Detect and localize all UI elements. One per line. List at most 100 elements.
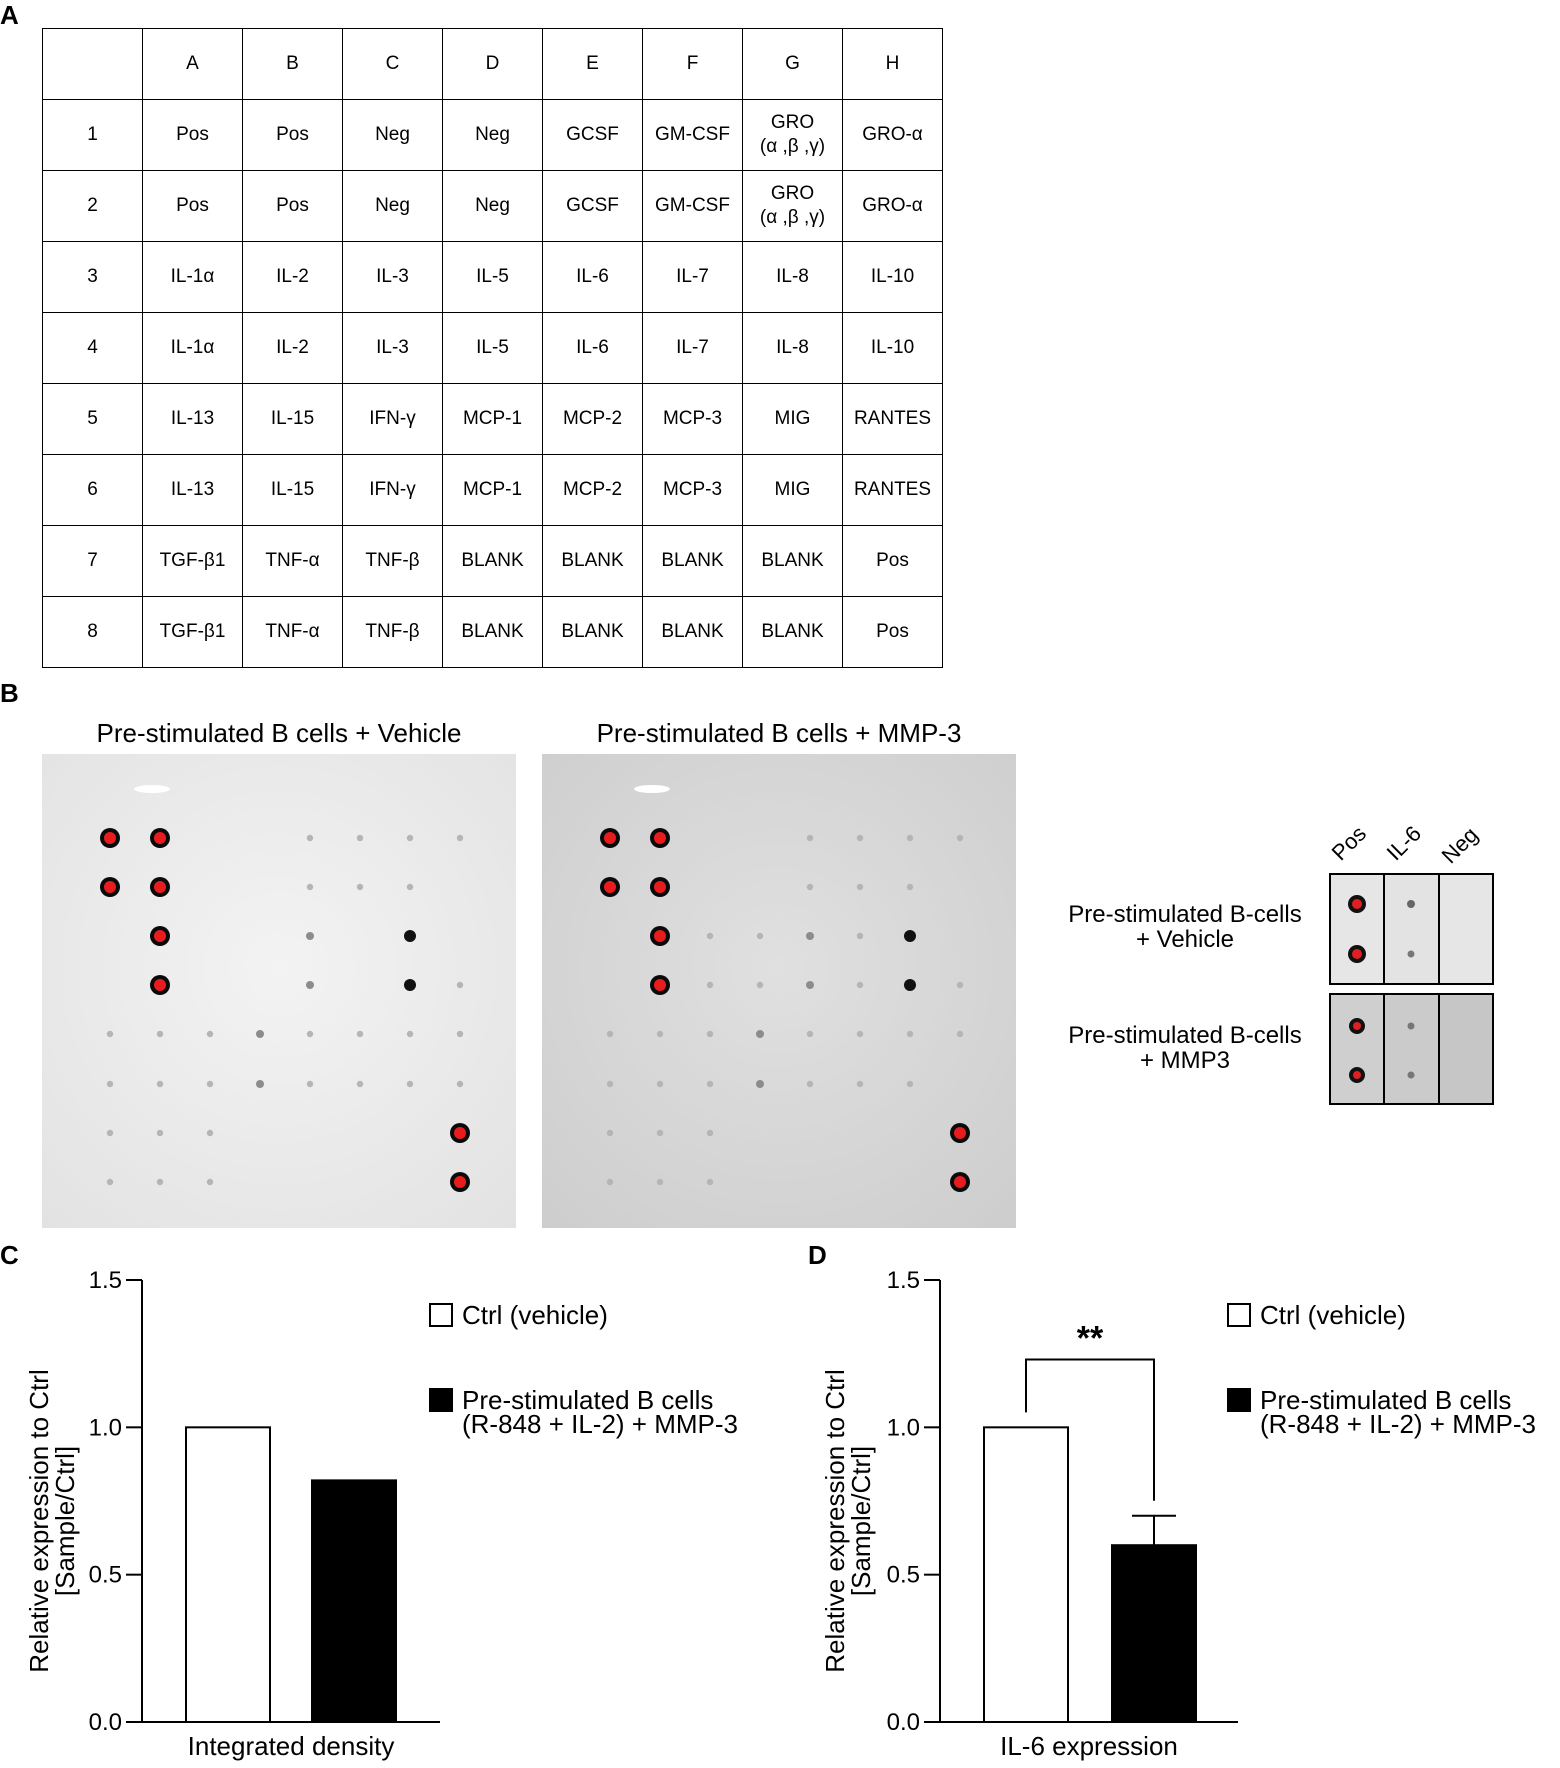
blot-spot	[356, 883, 364, 891]
table-cell: GM-CSF	[642, 170, 743, 242]
table-cell-text: GRO-α	[862, 195, 923, 217]
blot-spot	[106, 1080, 114, 1088]
table-cell-text: Neg	[375, 124, 410, 146]
table-cell-text: BLANK	[461, 550, 524, 572]
table-row: 4 IL-1α IL-2 IL-3 IL-5 IL-6 IL-7 IL-8 IL-10	[42, 312, 943, 384]
y-tick-label: 1.0	[89, 1414, 122, 1441]
table-cell-text: IL-7	[676, 337, 709, 359]
table-cell: IL-13	[142, 383, 243, 455]
table-cell: 1	[42, 99, 143, 171]
table-cell-text: IL-8	[776, 337, 809, 359]
blot-spot-core	[654, 979, 666, 991]
blot-vehicle-image	[42, 754, 516, 1228]
blot-spot-core	[154, 881, 166, 893]
blot-spot	[456, 1080, 464, 1088]
table-cell-text: GRO	[770, 183, 815, 205]
blot-spot	[906, 834, 914, 842]
table-cell: MIG	[742, 454, 843, 526]
blot-spot	[906, 1030, 914, 1038]
y-tick-label: 0.0	[887, 1709, 920, 1736]
blot-spot	[806, 1080, 814, 1088]
bar-ctrl	[983, 1426, 1069, 1723]
crop-row-mmp3-label: Pre-stimulated B-cells + MMP3	[1040, 1023, 1330, 1074]
blot-spot	[206, 1030, 214, 1038]
table-cell: Pos	[842, 596, 943, 668]
table-cell-text: 8	[87, 621, 98, 643]
table-cell: Pos	[842, 525, 943, 597]
blot-spot	[906, 1080, 914, 1088]
blot-spot	[456, 981, 464, 989]
legend-label: Pre-stimulated B cells	[1260, 1385, 1511, 1415]
table-cell-text: IFN-γ	[369, 408, 416, 430]
blot-orientation-mark	[134, 785, 170, 793]
table-cell-text: 7	[87, 550, 98, 572]
blot-spot	[306, 932, 314, 940]
table-cell: IFN-γ	[342, 454, 443, 526]
table-cell: 7	[42, 525, 143, 597]
blot-spot	[956, 834, 964, 842]
table-cell: Neg	[442, 99, 543, 171]
table-row: 2 Pos Pos Neg Neg GCSF GM-CSF GRO (α ,β ,γ) GRO-α	[42, 170, 943, 242]
table-cell: IL-10	[842, 312, 943, 384]
table-cell: TNF-β	[342, 525, 443, 597]
blot-spot	[856, 932, 864, 940]
blot-background	[542, 754, 1016, 1228]
table-cell: Pos	[242, 99, 343, 171]
blot-spot	[706, 1080, 714, 1088]
table-cell-text: MCP-1	[462, 479, 523, 501]
table-cell-text: 3	[87, 266, 98, 288]
table-cell: BLANK	[542, 596, 643, 668]
table-cell: GRO (α ,β ,γ)	[742, 99, 843, 171]
table-cell: GRO (α ,β ,γ)	[742, 170, 843, 242]
y-axis-label: Relative expression to Ctrl	[820, 1369, 850, 1672]
table-cell: IL-1α	[142, 312, 243, 384]
legend-label: (R-848 + IL-2) + MMP-3	[462, 1409, 738, 1439]
crop-col-neg: Neg	[1436, 822, 1483, 869]
blot-spot	[306, 834, 314, 842]
legend-swatch	[1227, 1388, 1251, 1412]
table-cell-text: GRO-α	[862, 124, 923, 146]
table-cell-text: MCP-1	[462, 408, 523, 430]
y-tick-label: 0.5	[887, 1562, 920, 1589]
crop-mmp3-neg-cell	[1438, 993, 1494, 1105]
table-cell: GM-CSF	[642, 99, 743, 171]
blot-spot	[706, 981, 714, 989]
table-cell: MCP-3	[642, 383, 743, 455]
blot-mmp3-image	[542, 754, 1016, 1228]
chart-integrated-density: 0.0 0.5 1.0 1.5 Integrated density Relative e…	[24, 1267, 738, 1761]
table-cell: Neg	[442, 170, 543, 242]
table-cell-text: TGF-β1	[159, 621, 226, 643]
table-row: 1 Pos Pos Neg Neg GCSF GM-CSF GRO (α ,β ,γ) GRO-α	[42, 99, 943, 171]
table-cell: Pos	[142, 99, 243, 171]
table-cell-text: IL-2	[276, 266, 309, 288]
table-cell: IL-6	[542, 312, 643, 384]
table-cell: GCSF	[542, 99, 643, 171]
blot-spot-core	[154, 930, 166, 942]
chart-il6-expression: 0.0 0.5 1.0 1.5 IL-6 expression Relative expr…	[820, 1267, 1536, 1761]
blot-spot-core	[454, 1127, 466, 1139]
table-cell-text: IL-6	[576, 337, 609, 359]
table-cell-text: GCSF	[566, 195, 619, 217]
table-header-cell: A	[142, 28, 243, 100]
y-tick-label: 1.0	[887, 1414, 920, 1441]
table-cell-text: BLANK	[761, 550, 824, 572]
table-cell-text: MCP-3	[662, 479, 723, 501]
blot-spot	[904, 930, 916, 942]
table-cell: MCP-2	[542, 383, 643, 455]
crop-mmp3-pos-core-2	[1353, 1071, 1361, 1079]
table-cell: IL-8	[742, 312, 843, 384]
table-cell: GRO-α	[842, 170, 943, 242]
table-cell-text: IL-10	[870, 266, 915, 288]
table-cell: MCP-1	[442, 454, 543, 526]
blot-spot	[456, 834, 464, 842]
table-cell-text: 1	[87, 124, 98, 146]
blot-spot-core	[654, 881, 666, 893]
table-cell-text: IL-7	[676, 266, 709, 288]
blot-vehicle-title: Pre-stimulated B cells + Vehicle	[96, 718, 462, 748]
table-cell-text: MCP-2	[562, 408, 623, 430]
crop-mmp3-il6-spot-2	[1407, 1071, 1415, 1079]
table-cell: MCP-3	[642, 454, 743, 526]
array-layout-table: A B C D E F G H 1 Pos Pos Neg Neg GCSF GM-CSF GRO (α ,β …	[42, 28, 943, 668]
blot-background	[42, 754, 516, 1228]
table-cell-text: 6	[87, 479, 98, 501]
